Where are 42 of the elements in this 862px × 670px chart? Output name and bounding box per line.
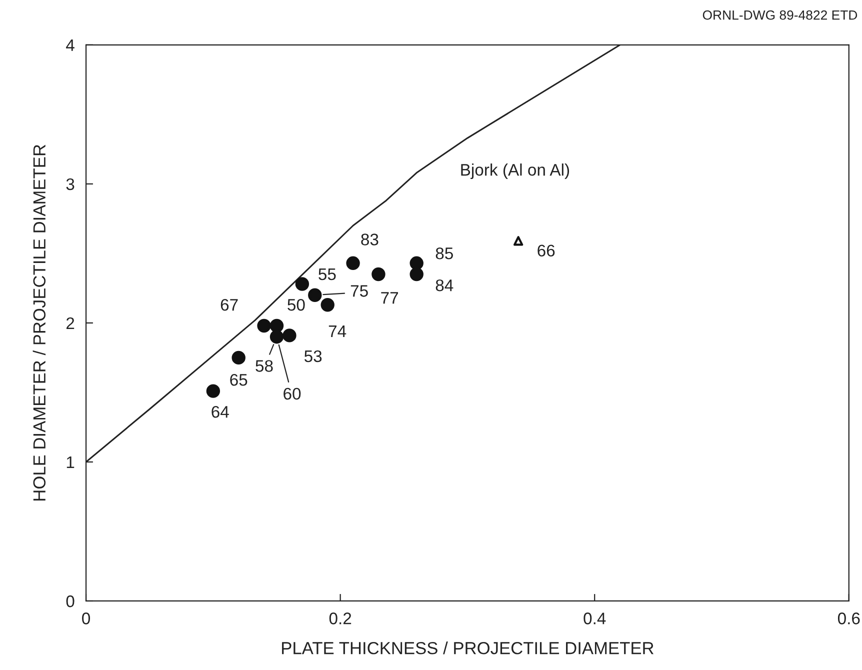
point — [410, 256, 424, 270]
annotation: 67 — [220, 298, 238, 311]
x-tick-label: 0.2 — [329, 612, 352, 624]
point — [346, 256, 360, 270]
y-tick-label: 2 — [66, 317, 74, 329]
series-label: Bjork (Al on Al) — [461, 163, 570, 180]
annotation: 74 — [328, 325, 346, 337]
y-tick-label: 4 — [66, 39, 74, 51]
annotation: 66 — [538, 244, 555, 256]
x-tick-label: 0 — [82, 612, 90, 624]
annotation: 64 — [212, 406, 229, 418]
x-axis-title: PLATE THICKNESS / PROJECTILE DIAMETER — [282, 642, 654, 654]
annotation: 77 — [381, 292, 398, 304]
x-tick-label: 0.6 — [838, 612, 860, 624]
y-axis-title: HOLE DIAMETER / PROJECTILE DIAMETER — [32, 144, 46, 500]
annotation: 55 — [318, 268, 336, 280]
point — [295, 277, 310, 291]
annotation: 60 — [284, 388, 301, 400]
annotation: 65 — [230, 374, 248, 386]
annotation: 84 — [436, 279, 454, 292]
annotation: 83 — [361, 234, 378, 246]
y-tick-label: 0 — [66, 595, 74, 608]
annotation: 58 — [256, 360, 273, 372]
point — [372, 267, 386, 282]
point — [232, 350, 246, 365]
annotation: 85 — [436, 248, 453, 260]
y-tick-label: 1 — [66, 456, 74, 468]
point — [282, 328, 296, 342]
point — [270, 330, 284, 344]
point — [257, 318, 271, 333]
point — [513, 236, 524, 246]
point — [320, 298, 334, 312]
point — [308, 288, 322, 302]
x-tick-label: 0.4 — [584, 612, 606, 624]
annotation: 53 — [304, 350, 322, 362]
point — [270, 318, 284, 333]
annotation: 50 — [288, 298, 305, 311]
point — [410, 267, 424, 282]
annotation: 75 — [350, 285, 368, 297]
point — [206, 384, 220, 398]
text: ORNL-DWG 89-4822 ETD — [702, 10, 858, 20]
y-tick-label: 3 — [66, 178, 74, 190]
